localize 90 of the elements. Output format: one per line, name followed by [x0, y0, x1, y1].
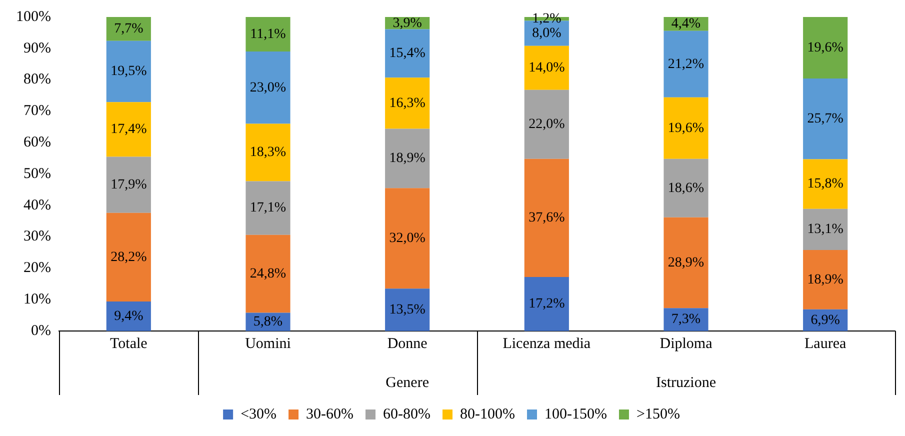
x-tick-label: Totale: [110, 336, 148, 352]
legend-label: 80-100%: [460, 406, 515, 422]
legend-label: 30-60%: [306, 406, 354, 422]
data-label: 3,9%: [392, 16, 422, 31]
bar: [803, 208, 848, 250]
x-tick-label: Diploma: [660, 336, 713, 352]
y-tick-label: 70%: [23, 103, 51, 120]
bar: [385, 78, 430, 129]
data-label: 15,8%: [807, 176, 844, 192]
legend-label: 100-150%: [544, 406, 607, 422]
x-tick-label: Licenza media: [502, 336, 591, 352]
data-label: 16,3%: [389, 96, 426, 111]
bar: [803, 78, 848, 160]
bar: [246, 17, 290, 52]
data-label: 9,4%: [114, 308, 144, 324]
text: Istruzione: [656, 374, 716, 391]
data-label: 8,0%: [532, 26, 562, 41]
data-label: 24,8%: [250, 266, 286, 282]
x-tick-label: Uomini: [245, 336, 291, 352]
data-label: 6,9%: [810, 312, 840, 328]
data-label: 19,6%: [668, 120, 704, 136]
legend-label: >150%: [636, 406, 680, 422]
bar: [664, 97, 708, 159]
bar: [106, 212, 151, 302]
y-tick-label: 10%: [23, 292, 51, 308]
bar: [106, 301, 151, 331]
data-label: 22,0%: [528, 117, 566, 132]
data-label: 7,7%: [114, 21, 144, 36]
data-label: 18,9%: [807, 272, 844, 288]
data-label: 18,6%: [668, 180, 704, 196]
data-label: 18,3%: [250, 145, 286, 160]
bar: [524, 276, 569, 331]
x-tick-label: Laurea: [804, 336, 846, 352]
data-label: 32,0%: [389, 231, 426, 246]
data-label: 17,9%: [110, 178, 148, 193]
y-tick-label: 100%: [16, 8, 51, 25]
bar: [385, 29, 430, 78]
data-label: 7,3%: [671, 312, 701, 328]
data-label: 25,7%: [807, 112, 844, 127]
data-label: 13,1%: [807, 222, 844, 238]
data-label: 17,1%: [250, 200, 286, 216]
x-tick-label: Donne: [387, 336, 428, 352]
bar: [803, 159, 848, 209]
data-label: 13,5%: [389, 302, 426, 318]
bar: [385, 128, 430, 188]
bar: [385, 288, 430, 331]
bar: [246, 124, 290, 182]
data-label: 28,2%: [110, 250, 148, 265]
y-tick-label: 40%: [23, 197, 51, 214]
data-label: 18,9%: [389, 151, 426, 166]
data-label: 21,2%: [668, 56, 704, 72]
data-label: 11,1%: [250, 26, 286, 42]
data-label: 14,0%: [528, 60, 566, 76]
bar: [106, 17, 151, 41]
data-label: 28,9%: [668, 255, 704, 270]
bar: [664, 217, 708, 308]
bar: [106, 102, 151, 157]
data-label: 23,0%: [250, 80, 286, 96]
bar: [524, 90, 569, 159]
y-tick-label: 30%: [23, 228, 51, 245]
legend-label: 60-80%: [383, 406, 431, 422]
bar: [803, 250, 848, 310]
y-tick-label: 90%: [23, 40, 51, 56]
data-label: 19,5%: [110, 64, 148, 80]
y-tick-label: 80%: [23, 72, 51, 88]
bar: [246, 52, 290, 124]
data-label: 17,2%: [528, 296, 566, 312]
data-label: 17,4%: [110, 122, 148, 138]
bar: [246, 181, 290, 235]
y-tick-label: 20%: [23, 260, 51, 276]
bar: [524, 158, 569, 277]
data-label: 37,6%: [528, 210, 566, 226]
text: Genere: [386, 374, 430, 391]
bar: [106, 156, 151, 213]
bar: [246, 234, 290, 313]
bar: [664, 308, 708, 331]
y-tick-label: 50%: [23, 166, 51, 182]
bar: [803, 17, 848, 79]
y-tick-label: 60%: [23, 134, 51, 151]
data-label: 19,6%: [807, 40, 844, 56]
legend-label: <30%: [240, 406, 277, 422]
bar: [385, 188, 430, 289]
data-label: 5,8%: [253, 314, 283, 330]
y-tick-label: 0%: [30, 322, 51, 339]
bar: [664, 158, 708, 218]
bar: [664, 30, 708, 98]
data-label: 4,4%: [671, 16, 701, 32]
bar: [524, 46, 569, 90]
bar: [106, 40, 151, 102]
data-label: 15,4%: [389, 46, 426, 62]
